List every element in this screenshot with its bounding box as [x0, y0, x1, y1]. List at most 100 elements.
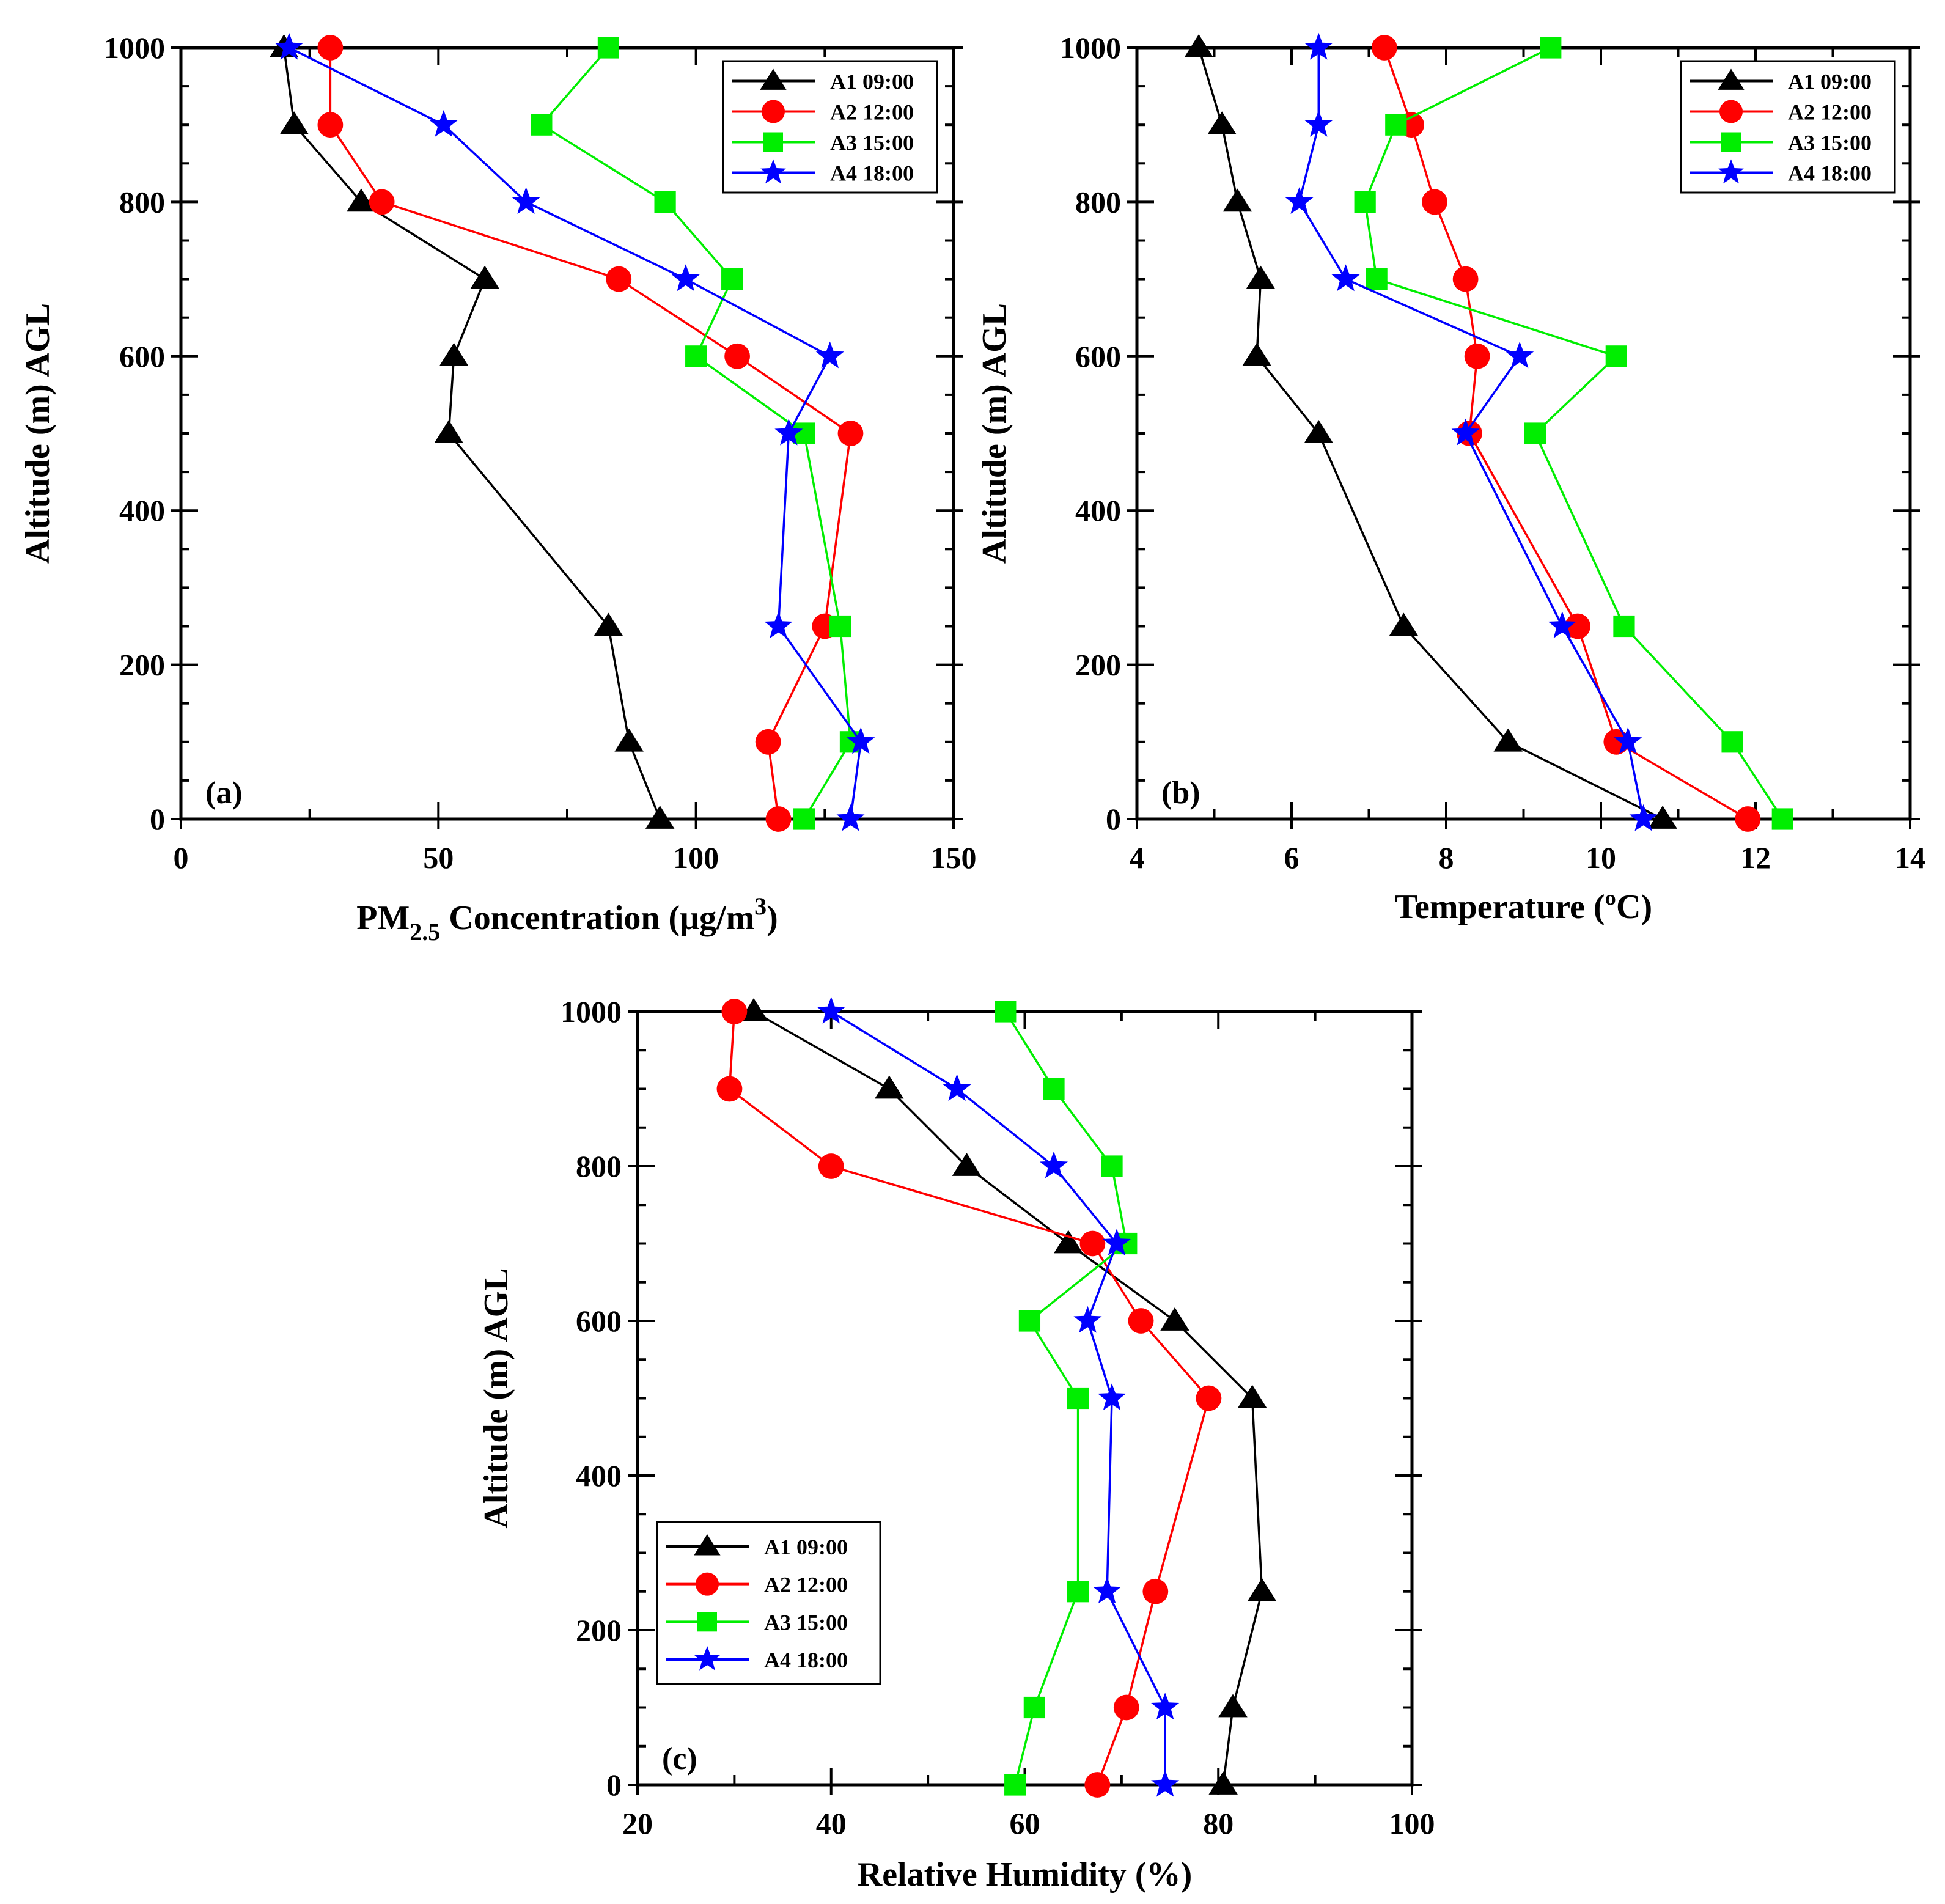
data-point-a4: [1548, 611, 1576, 639]
legend-marker: [1718, 159, 1744, 184]
data-point-a4: [1040, 1151, 1068, 1178]
data-point-a3: [654, 191, 676, 213]
data-point-a2: [1113, 1694, 1139, 1721]
x-tick-label: 12: [1740, 840, 1771, 875]
data-point-a4: [943, 1074, 971, 1101]
data-point-a3: [1067, 1387, 1089, 1410]
data-point-a1: [1054, 1230, 1083, 1254]
panel-b: 4 6 8 10 12 14 0 200 400 600 800 1000 Altitude (m) A…: [976, 31, 1925, 926]
data-point-a1: [1218, 1694, 1248, 1718]
data-point-a3: [1354, 191, 1376, 213]
panel-label: (a): [205, 776, 243, 810]
x-axis-title: PM2.5 Concentration (μg/m3): [356, 892, 778, 946]
data-point-a1: [1237, 1384, 1267, 1408]
data-point-a2: [765, 806, 792, 832]
x-tick-label: 14: [1895, 840, 1925, 875]
data-point-a2: [724, 343, 750, 369]
data-point-a4: [1304, 110, 1333, 137]
data-point-a2: [1084, 1772, 1111, 1798]
legend-box: [1680, 60, 1896, 194]
legend-marker: [760, 68, 787, 90]
legend-marker: [694, 1534, 721, 1556]
data-point-a3: [793, 808, 815, 830]
data-point-a2: [837, 421, 864, 446]
y-axis-title: Altitude (m) AGL: [477, 1268, 515, 1528]
series-line-a1: [1197, 47, 1663, 820]
legend-marker: [762, 100, 785, 123]
data-point-a3: [1721, 731, 1743, 753]
legend-label: A3 15:00: [764, 1610, 848, 1634]
legend-label: A1 09:00: [1788, 70, 1872, 94]
panel-a: 0 50 100 150 0 200 400 600 800 1000 Altitude (m) A…: [19, 31, 977, 946]
y-tick-label: 200: [1075, 648, 1121, 682]
y-tick-label: 1000: [561, 994, 622, 1029]
data-point-a2: [721, 999, 748, 1024]
x-tick-label: 10: [1586, 840, 1616, 875]
data-point-a1: [875, 1075, 904, 1099]
data-point-a1: [439, 342, 469, 366]
data-point-a4: [1506, 341, 1534, 369]
x-axis-title: Temperature (ºC): [1395, 888, 1652, 926]
data-point-a2: [1196, 1385, 1222, 1411]
data-point-a4: [1614, 727, 1642, 754]
y-tick-label: 800: [119, 185, 165, 219]
panel-label: (b): [1161, 776, 1200, 810]
data-point-a3: [1385, 114, 1407, 136]
data-point-a2: [606, 266, 632, 292]
data-point-a3: [1101, 1155, 1123, 1177]
data-point-a4: [764, 611, 793, 639]
y-tick-label: 200: [576, 1613, 622, 1647]
data-point-a1: [1207, 111, 1237, 135]
data-point-a2: [818, 1153, 844, 1179]
legend-label: A1 09:00: [764, 1535, 848, 1559]
y-tick-label: 0: [150, 802, 165, 836]
legend-marker: [694, 1645, 720, 1671]
x-tick-label: 60: [1010, 1806, 1040, 1840]
x-tick-label: 100: [673, 840, 719, 875]
data-point-a2: [1371, 35, 1397, 61]
data-point-a2: [716, 1076, 743, 1102]
data-point-a4: [274, 32, 303, 60]
panel-label: (c): [662, 1741, 697, 1776]
data-point-a3: [1366, 268, 1388, 290]
legend-label: A4 18:00: [1788, 161, 1872, 186]
data-point-a1: [1304, 420, 1334, 443]
data-point-a3: [1018, 1310, 1041, 1332]
data-point-a4: [817, 996, 845, 1024]
y-tick-label: 0: [1106, 802, 1121, 836]
data-point-a3: [995, 1001, 1017, 1023]
x-tick-label: 0: [174, 840, 189, 875]
data-point-a4: [1331, 264, 1360, 292]
y-tick-label: 400: [1075, 493, 1121, 527]
x-tick-label: 100: [1389, 1806, 1435, 1840]
data-point-a2: [317, 112, 344, 138]
y-tick-label: 1000: [1060, 31, 1121, 65]
data-point-a4: [1093, 1576, 1122, 1604]
x-tick-label: 150: [931, 840, 977, 875]
data-point-a4: [1102, 1229, 1131, 1256]
data-point-a3: [1004, 1774, 1026, 1796]
data-point-a2: [317, 35, 344, 61]
data-point-a1: [1493, 728, 1523, 752]
data-point-a4: [815, 341, 844, 369]
data-point-a1: [1223, 188, 1252, 212]
data-point-a1: [1160, 1307, 1189, 1331]
data-point-a1: [594, 612, 623, 636]
data-point-a1: [1184, 34, 1213, 57]
y-tick-label: 600: [119, 339, 165, 373]
data-point-a1: [1242, 342, 1271, 366]
data-point-a3: [531, 114, 553, 136]
data-point-a2: [369, 189, 395, 215]
data-point-a1: [347, 188, 376, 212]
data-point-a2: [1128, 1308, 1154, 1334]
data-point-a2: [1142, 1578, 1169, 1604]
y-tick-label: 600: [576, 1304, 622, 1338]
legend-label: A2 12:00: [764, 1573, 848, 1597]
data-point-a4: [1304, 32, 1333, 60]
legend-label: A4 18:00: [830, 161, 914, 186]
y-axis-title: Altitude (m) AGL: [19, 303, 57, 564]
data-point-a3: [1043, 1078, 1065, 1100]
y-tick-label: 0: [606, 1768, 622, 1802]
data-point-a1: [1247, 1578, 1277, 1601]
